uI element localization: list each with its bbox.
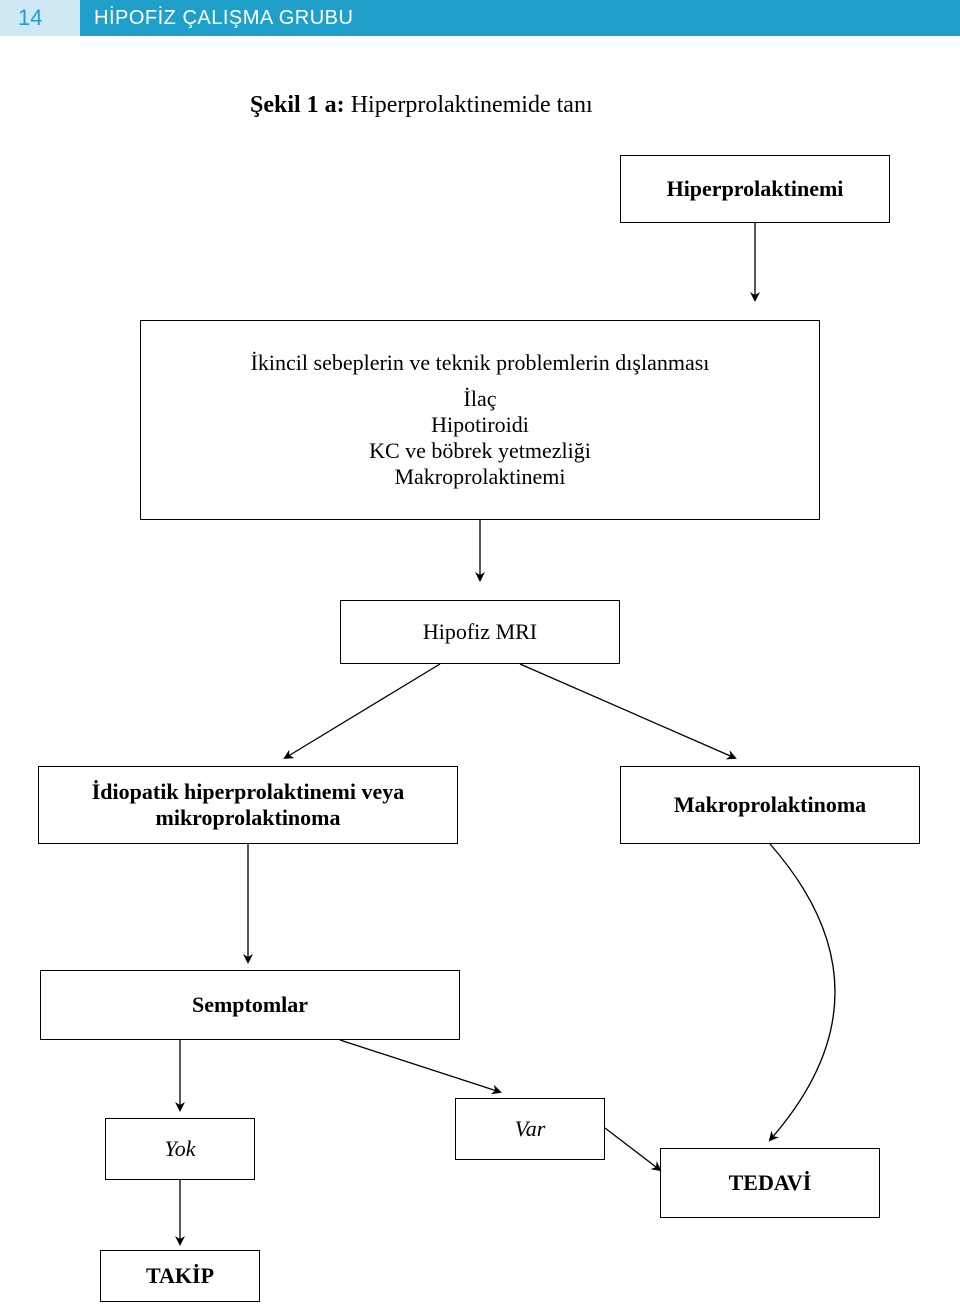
flow-node-n8: Var [455,1098,605,1160]
figure-title-rest: Hiperprolaktinemide tanı [345,92,593,118]
flow-node-text: Makroprolaktinoma [631,792,909,818]
flow-arrow [340,1040,500,1092]
flow-node-text: TAKİP [111,1263,249,1289]
flow-arrow [770,844,835,1140]
flow-node-text: Hipofiz MRI [351,619,609,645]
flow-node-n6: Semptomlar [40,970,460,1040]
flow-node-text: Hipotiroidi [151,412,809,438]
flow-node-text: TEDAVİ [671,1170,869,1196]
flow-node-text: KC ve böbrek yetmezliği [151,438,809,464]
flow-node-text: Makroprolaktinemi [151,464,809,490]
flow-node-n5: Makroprolaktinoma [620,766,920,844]
flow-node-n2: İkincil sebeplerin ve teknik problemleri… [140,320,820,520]
header-bar: 14 HİPOFİZ ÇALIŞMA GRUBU [0,0,960,36]
flow-node-n3: Hipofiz MRI [340,600,620,664]
flow-node-n1: Hiperprolaktinemi [620,155,890,223]
flow-node-text: mikroprolaktinoma [49,805,447,831]
page: 14 HİPOFİZ ÇALIŞMA GRUBU Şekil 1 a: Hipe… [0,0,960,1306]
header-title: HİPOFİZ ÇALIŞMA GRUBU [80,0,960,36]
flow-node-text: Var [466,1116,594,1142]
figure-title-prefix: Şekil 1 a: [250,92,345,118]
flow-node-text: İlaç [151,386,809,412]
flow-arrow [520,664,735,758]
flow-arrow [285,664,440,758]
flow-node-text: Yok [116,1136,244,1162]
flow-node-n4: İdiopatik hiperprolaktinemi veyamikropro… [38,766,458,844]
flow-node-text: İkincil sebeplerin ve teknik problemleri… [151,350,809,376]
flow-arrow [605,1128,660,1170]
flow-node-text: İdiopatik hiperprolaktinemi veya [49,779,447,805]
flow-node-text: Semptomlar [51,992,449,1018]
flow-node-text: Hiperprolaktinemi [631,176,879,202]
page-number: 14 [0,0,80,36]
flow-node-n10: TAKİP [100,1250,260,1302]
flow-node-n7: Yok [105,1118,255,1180]
figure-title: Şekil 1 a: Hiperprolaktinemide tanı [250,92,593,119]
flow-node-n9: TEDAVİ [660,1148,880,1218]
